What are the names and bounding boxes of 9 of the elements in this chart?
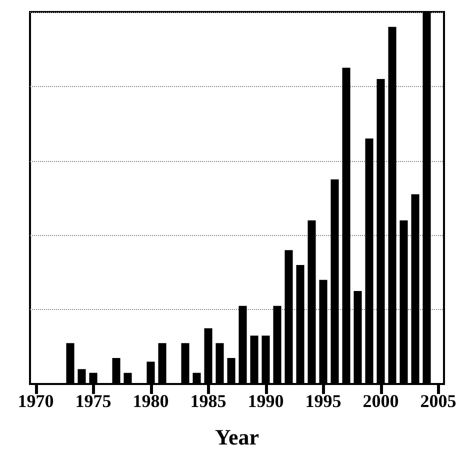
- x-tick-label: 1975: [75, 391, 112, 411]
- x-tick-label: 2000: [362, 391, 399, 411]
- x-tick-label: 1985: [190, 391, 226, 411]
- x-tick-label: 1980: [132, 391, 169, 411]
- x-tick-label: 1970: [18, 391, 54, 411]
- x-tick-label: 1990: [248, 391, 284, 411]
- x-tick-label: 1995: [305, 391, 342, 411]
- x-tick-label: 2005: [420, 391, 456, 411]
- x-axis-title: Year: [215, 424, 260, 450]
